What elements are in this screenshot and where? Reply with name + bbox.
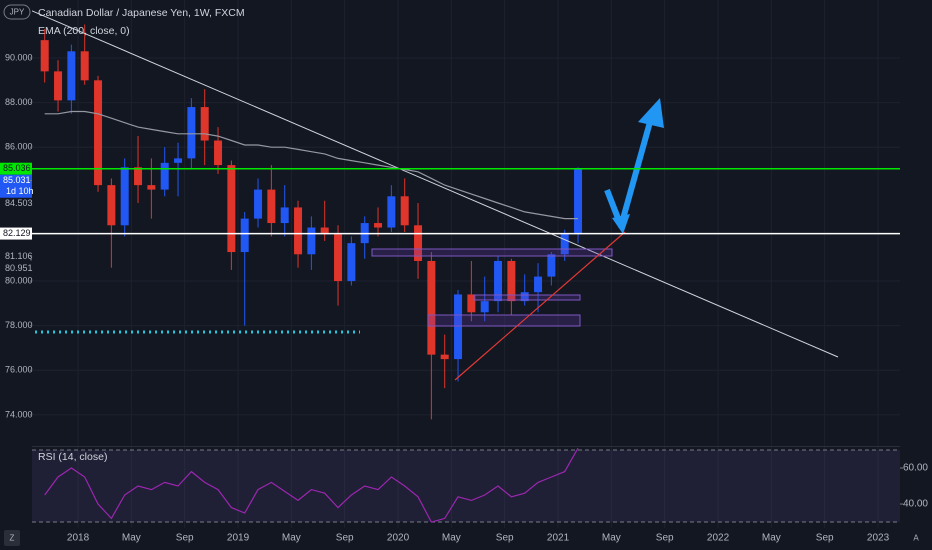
x-tick-label: Sep: [496, 533, 514, 544]
candle-body: [200, 107, 209, 141]
x-tick-label: Sep: [336, 533, 354, 544]
x-tick-label: May: [602, 533, 621, 544]
candle-body: [67, 51, 76, 101]
price-label: 81.106: [5, 251, 33, 261]
candle-body: [227, 165, 236, 253]
candle-body: [307, 227, 316, 255]
candle-body: [80, 51, 89, 81]
trend-line: [32, 10, 839, 358]
zone: [427, 314, 581, 327]
arrow-head: [638, 98, 664, 128]
candle-body: [574, 169, 583, 235]
rsi-tick-label: 60.00: [903, 463, 928, 474]
candle-body: [147, 185, 156, 190]
x-tick-label: Sep: [656, 533, 674, 544]
rsi-band: [32, 449, 900, 523]
candle-body: [40, 40, 49, 72]
candle-body: [214, 140, 223, 166]
y-tick-label: 80.000: [5, 275, 33, 285]
countdown: 1d 10h: [6, 186, 34, 196]
price-label-box: [0, 174, 32, 198]
candle-body: [347, 243, 356, 282]
symbol-badge-text: JPY: [10, 8, 25, 17]
candle-body: [54, 71, 63, 101]
candle-body: [547, 254, 556, 277]
x-tick-label: May: [762, 533, 781, 544]
rsi-tick-label: 40.00: [903, 499, 928, 510]
symbol-badge[interactable]: [3, 4, 31, 20]
x-tick-label: 2023: [867, 533, 890, 544]
candle-body: [467, 294, 476, 313]
x-tick-label: May: [442, 533, 461, 544]
candle-body: [107, 185, 116, 226]
y-tick-label: 90.000: [5, 52, 33, 62]
candle-body: [374, 223, 383, 228]
candle-body: [94, 80, 103, 186]
x-tick-label: Sep: [176, 533, 194, 544]
candle-body: [174, 158, 183, 163]
pane-divider: [32, 446, 900, 447]
price-label-box: [0, 162, 32, 175]
candle-body: [267, 189, 276, 224]
price-label: 85.036: [3, 163, 31, 173]
x-tick-label: 2019: [227, 533, 250, 544]
chart-title: Canadian Dollar / Japanese Yen, 1W, FXCM: [38, 7, 245, 19]
price-label: 85.031: [3, 175, 31, 185]
candle-body: [240, 218, 249, 253]
price-label-box: [0, 227, 32, 240]
price-label: 84.503: [5, 198, 33, 208]
scale-button[interactable]: [4, 530, 20, 546]
candle-body: [560, 234, 569, 255]
ema-line: [44, 110, 578, 220]
x-tick-label: 2021: [547, 533, 570, 544]
price-label: 80.951: [5, 263, 33, 273]
rsi-line: [44, 447, 579, 523]
candle-body: [480, 301, 489, 313]
indicator-label: EMA (200, close, 0): [38, 25, 130, 37]
y-tick-label: 86.000: [5, 142, 33, 152]
candle-body: [520, 292, 529, 302]
zone: [473, 294, 581, 301]
candle-body: [387, 196, 396, 228]
candle-body: [494, 260, 503, 302]
scale-button-text: Z: [10, 534, 15, 543]
candle-body: [160, 162, 169, 190]
y-tick-label: 88.000: [5, 97, 33, 107]
candle-body: [414, 225, 423, 261]
arrow: [604, 121, 653, 229]
candle-body: [120, 167, 129, 226]
candle-body: [334, 234, 343, 282]
candle-body: [440, 354, 449, 360]
x-tick-label: 2022: [707, 533, 730, 544]
candle-body: [507, 260, 516, 302]
candle-body: [187, 107, 196, 159]
arrow-head: [612, 214, 630, 234]
candle-body: [320, 227, 329, 235]
x-tick-label: May: [282, 533, 301, 544]
zone: [371, 248, 613, 257]
candle-body: [294, 207, 303, 255]
candle-body: [400, 196, 409, 226]
y-tick-label: 78.000: [5, 320, 33, 330]
candle-body: [280, 207, 289, 224]
candle-body: [254, 189, 263, 219]
x-tick-label: 2018: [67, 533, 90, 544]
candle-body: [454, 294, 463, 360]
scale-button-text[interactable]: A: [913, 534, 919, 543]
candle-body: [427, 260, 436, 355]
rsi-label: RSI (14, close): [38, 451, 107, 463]
x-tick-label: Sep: [816, 533, 834, 544]
y-tick-label: 76.000: [5, 365, 33, 375]
candle-body: [134, 167, 143, 186]
x-tick-label: May: [122, 533, 141, 544]
candle-body: [534, 276, 543, 293]
price-label: 82.129: [3, 228, 31, 238]
x-tick-label: 2020: [387, 533, 410, 544]
y-tick-label: 74.000: [5, 409, 33, 419]
support-line: [454, 231, 626, 381]
